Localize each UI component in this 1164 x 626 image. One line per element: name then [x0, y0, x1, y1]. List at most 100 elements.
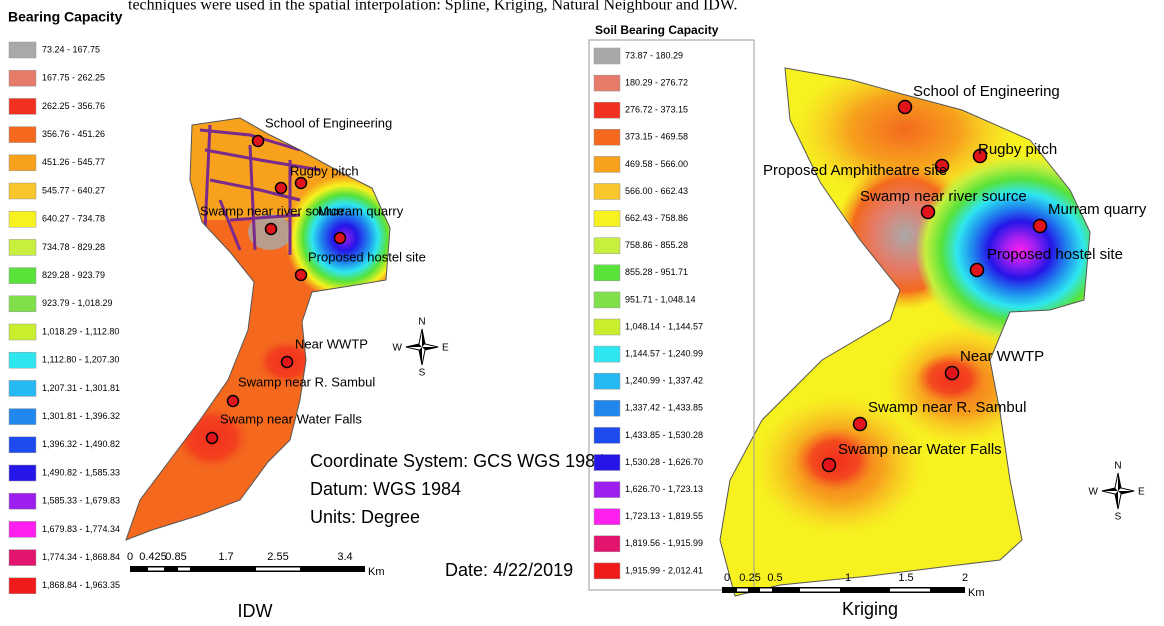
legend-title: Bearing Capacity — [8, 9, 123, 25]
site-marker — [296, 270, 307, 281]
site-label: Near WWTP — [960, 348, 1044, 365]
site-marker — [228, 396, 239, 407]
legend-swatch — [9, 183, 36, 199]
scale-bar-gap — [178, 568, 190, 571]
legend-swatch — [9, 70, 36, 86]
legend-label: 1,337.42 - 1,433.85 — [625, 403, 703, 413]
legend-swatch — [594, 238, 620, 254]
compass-label: N — [1114, 461, 1121, 472]
legend-label: 1,301.81 - 1,396.32 — [42, 411, 120, 421]
legend-label: 1,018.29 - 1,112.80 — [42, 326, 119, 336]
legend-label: 566.00 - 662.43 — [625, 186, 688, 196]
scale-bar-gap — [890, 589, 930, 592]
legend-swatch — [594, 211, 620, 227]
legend-swatch — [594, 455, 620, 471]
legend-label: 73.87 - 180.29 — [625, 50, 683, 60]
legend-swatch — [594, 427, 620, 443]
legend-swatch — [594, 102, 620, 118]
site-marker — [823, 459, 836, 472]
scale-bar-gap — [256, 568, 300, 571]
legend-label: 640.27 - 734.78 — [42, 214, 105, 224]
legend-label: 1,490.82 - 1,585.33 — [42, 467, 120, 477]
intro-text: techniques were used in the spatial inte… — [128, 0, 737, 14]
site-marker — [276, 183, 287, 194]
legend-label: 180.29 - 276.72 — [625, 77, 688, 87]
compass-label: S — [419, 368, 426, 379]
site-marker — [296, 178, 307, 189]
compass-label: W — [1089, 487, 1099, 498]
scale-bar — [130, 566, 365, 572]
legend-swatch — [594, 563, 620, 579]
legend-swatch — [9, 521, 36, 537]
scale-bar-gap — [148, 568, 164, 571]
legend-label: 1,626.70 - 1,723.13 — [625, 484, 703, 494]
site-marker — [922, 206, 935, 219]
legend-label: 1,774.34 - 1,868.84 — [42, 552, 120, 562]
map-caption: Kriging — [842, 599, 898, 619]
legend-swatch — [594, 482, 620, 498]
legend-label: 758.86 - 855.28 — [625, 240, 688, 250]
legend-label: 1,868.84 - 1,963.35 — [42, 580, 120, 590]
legend-swatch — [594, 75, 620, 91]
legend-label: 855.28 - 951.71 — [625, 267, 688, 277]
scale-label: 0.85 — [165, 551, 186, 563]
legend-label: 951.71 - 1,048.14 — [625, 294, 696, 304]
site-label: Swamp near R. Sambul — [238, 374, 375, 389]
legend-swatch — [594, 346, 620, 362]
site-label: Rugby pitch — [290, 163, 359, 178]
figure: techniques were used in the spatial inte… — [0, 0, 1164, 626]
site-label: Swamp near R. Sambul — [868, 399, 1026, 416]
scale-label: 2.55 — [267, 551, 288, 563]
legend-swatch — [9, 127, 36, 143]
legend-swatch — [9, 380, 36, 396]
legend-swatch — [594, 265, 620, 281]
scale-bar-gap — [737, 589, 748, 592]
legend-label: 356.76 - 451.26 — [42, 129, 105, 139]
map-note: Units: Degree — [310, 507, 420, 527]
legend-swatch — [594, 48, 620, 64]
site-marker — [253, 136, 264, 147]
legend-label: 1,433.85 - 1,530.28 — [625, 430, 703, 440]
legend-swatch — [594, 129, 620, 145]
legend-label: 469.58 - 566.00 — [625, 159, 688, 169]
legend-label: 167.75 - 262.25 — [42, 73, 105, 83]
legend-swatch — [594, 319, 620, 335]
legend-swatch — [594, 184, 620, 200]
site-marker — [207, 433, 218, 444]
site-label: Rugby pitch — [978, 141, 1057, 158]
site-marker — [971, 264, 984, 277]
map-note: Coordinate System: GCS WGS 1984 — [310, 451, 605, 471]
legend-swatch — [9, 324, 36, 340]
legend-label: 1,048.14 - 1,144.57 — [625, 321, 703, 331]
legend-label: 276.72 - 373.15 — [625, 105, 688, 115]
scale-bar-gap — [760, 589, 772, 592]
legend-label: 545.77 - 640.27 — [42, 185, 105, 195]
scale-label: 2 — [962, 572, 968, 584]
legend-label: 1,819.56 - 1,915.99 — [625, 538, 703, 548]
legend-swatch — [594, 509, 620, 525]
legend-swatch — [9, 352, 36, 368]
legend-swatch — [9, 42, 36, 58]
legend-label: 829.28 - 923.79 — [42, 270, 105, 280]
site-marker — [335, 233, 346, 244]
legend-label: 73.24 - 167.75 — [42, 44, 100, 54]
legend-title: Soil Bearing Capacity — [595, 23, 719, 37]
legend-label: 1,396.32 - 1,490.82 — [42, 439, 120, 449]
legend-label: 1,679.83 - 1,774.34 — [42, 524, 120, 534]
site-marker — [1034, 220, 1047, 233]
compass-label: E — [1138, 487, 1145, 498]
legend-label: 1,530.28 - 1,626.70 — [625, 457, 703, 467]
scale-bar-gap — [800, 589, 840, 592]
site-label: Swamp near river source — [860, 188, 1027, 205]
legend-label: 662.43 - 758.86 — [625, 213, 688, 223]
legend-swatch — [9, 268, 36, 284]
compass-label: W — [393, 343, 403, 354]
legend-label: 373.15 - 469.58 — [625, 132, 688, 142]
legend-swatch — [9, 211, 36, 227]
legend-label: 1,915.99 - 2,012.41 — [625, 565, 703, 575]
legend-swatch — [594, 536, 620, 552]
compass-label: S — [1115, 512, 1122, 523]
site-label: Swamp near Water Falls — [220, 411, 362, 426]
scale-label: 0.25 — [739, 572, 760, 584]
legend-swatch — [9, 465, 36, 481]
